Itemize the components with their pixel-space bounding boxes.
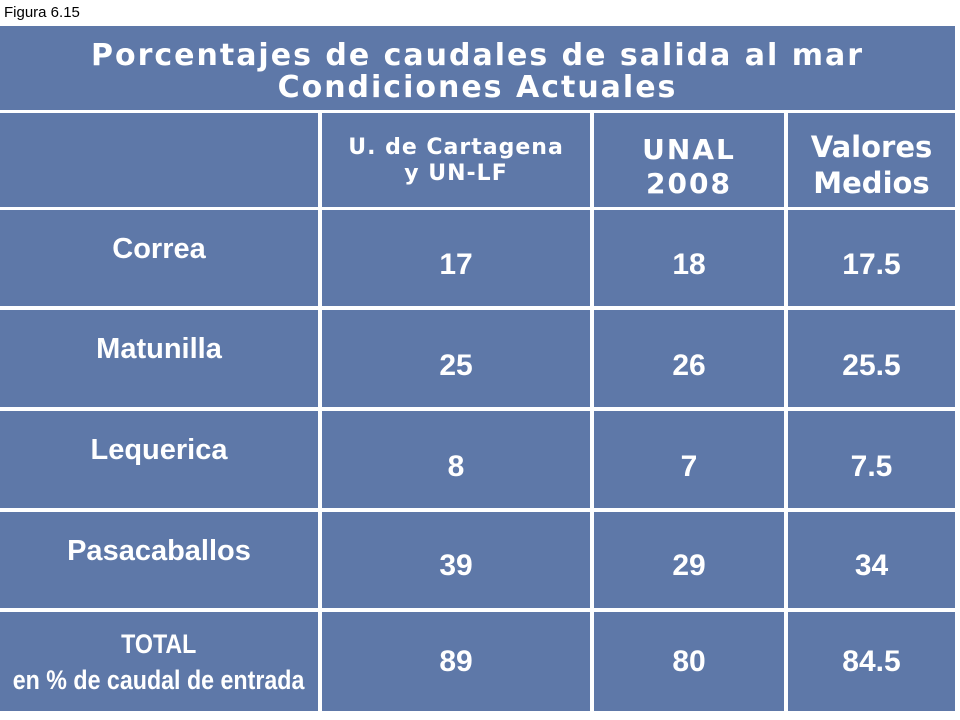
column-header-unal-line2: 2008 — [646, 167, 732, 200]
cell-pasacaballos-ucartagena: 39 — [322, 512, 590, 608]
cell-correa-unal: 18 — [594, 210, 784, 306]
cell-matunilla-ucartagena: 25 — [322, 310, 590, 407]
column-header-unal: UNAL 2008 — [594, 113, 784, 207]
row-label-total: TOTAL en % de caudal de entrada — [0, 612, 318, 711]
title-line-2: Condiciones Actuales — [277, 70, 678, 105]
column-header-valores-medios: Valores Medios — [788, 113, 955, 207]
data-table: Porcentajes de caudales de salida al mar… — [0, 26, 955, 711]
header-empty-cell — [0, 113, 318, 207]
title-line-1: Porcentajes de caudales de salida al mar — [90, 38, 865, 73]
total-label-line2: en % de caudal de entrada — [13, 664, 305, 695]
cell-lequerica-medios: 7.5 — [788, 411, 955, 508]
row-label-matunilla: Matunilla — [0, 310, 318, 407]
total-label-line1: TOTAL — [121, 628, 197, 659]
cell-total-medios: 84.5 — [788, 612, 955, 711]
cell-matunilla-unal: 26 — [594, 310, 784, 407]
cell-total-ucartagena: 89 — [322, 612, 590, 711]
cell-correa-medios: 17.5 — [788, 210, 955, 306]
cell-lequerica-ucartagena: 8 — [322, 411, 590, 508]
figure-label: Figura 6.15 — [4, 4, 80, 21]
column-header-valores-line1: Valores — [810, 130, 933, 164]
cell-total-unal: 80 — [594, 612, 784, 711]
column-header-ucartagena-line2: y UN-LF — [404, 161, 508, 186]
table-title: Porcentajes de caudales de salida al mar… — [0, 26, 955, 110]
cell-lequerica-unal: 7 — [594, 411, 784, 508]
row-label-correa: Correa — [0, 210, 318, 306]
row-label-lequerica: Lequerica — [0, 411, 318, 508]
row-label-pasacaballos: Pasacaballos — [0, 512, 318, 608]
cell-matunilla-medios: 25.5 — [788, 310, 955, 407]
column-header-ucartagena: U. de Cartagena y UN-LF — [322, 113, 590, 207]
cell-correa-ucartagena: 17 — [322, 210, 590, 306]
cell-pasacaballos-unal: 29 — [594, 512, 784, 608]
column-header-valores-line2: Medios — [813, 166, 930, 200]
column-header-unal-line1: UNAL — [642, 133, 736, 166]
column-header-ucartagena-line1: U. de Cartagena — [348, 135, 564, 160]
cell-pasacaballos-medios: 34 — [788, 512, 955, 608]
